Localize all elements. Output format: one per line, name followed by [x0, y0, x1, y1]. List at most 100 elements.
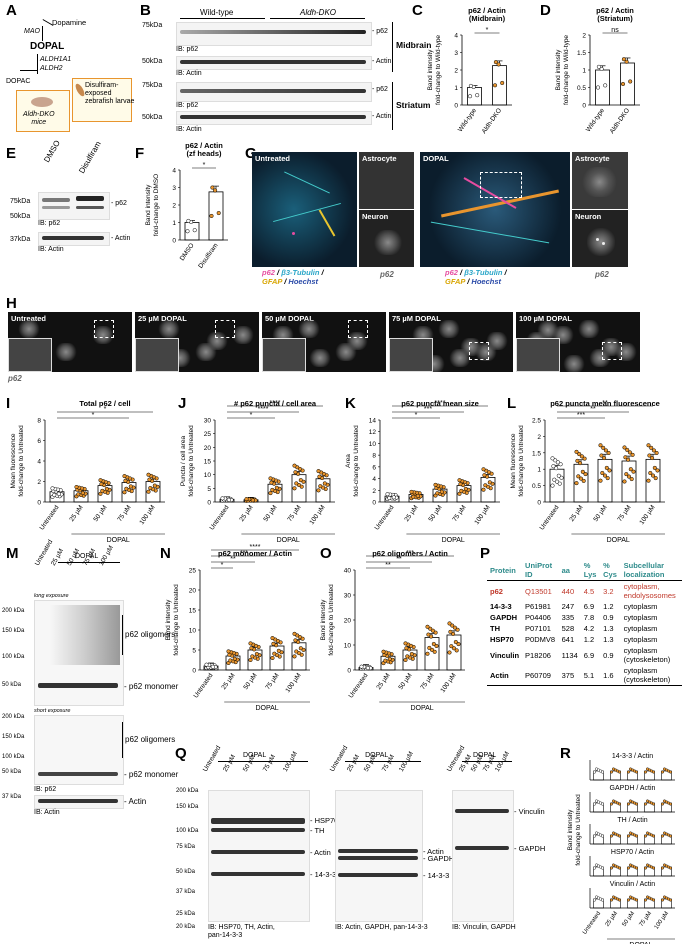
chart-title-O: p62 oligomers / Actin: [372, 549, 448, 558]
point-N: [228, 658, 233, 663]
point-L: [551, 464, 556, 469]
m-long: long exposure: [34, 593, 69, 599]
r-bar-1-2: [627, 802, 638, 813]
point-F: [185, 229, 190, 234]
h-image-2: 50 µM DOPAL: [262, 312, 386, 372]
y-tick-label: 0: [582, 103, 586, 110]
point-L: [623, 455, 628, 460]
significance-label: **: [602, 400, 608, 407]
r-point: [629, 863, 633, 867]
point-F: [209, 213, 214, 218]
q-band-label: - Actin: [423, 847, 444, 856]
r-point: [593, 802, 597, 806]
point-O: [387, 656, 392, 662]
significance-label: **: [396, 556, 402, 563]
r-point: [652, 898, 656, 902]
significance-label: ns: [611, 27, 619, 34]
r-title-3: HSP70 / Actin: [611, 849, 654, 856]
point-O: [425, 651, 430, 656]
r-point: [601, 770, 605, 774]
point-O: [366, 666, 371, 671]
point-K: [482, 473, 487, 478]
point-O: [381, 661, 386, 666]
chart-F: [178, 167, 228, 241]
y-tick-label: 0: [172, 238, 176, 245]
point-K: [441, 485, 446, 490]
point-J: [269, 480, 274, 485]
r-point: [593, 898, 597, 902]
b-kda75: 75kDa: [142, 22, 163, 29]
r-point: [661, 898, 665, 902]
x-tick-label: 75 µM: [264, 672, 280, 691]
point-N: [274, 653, 280, 658]
y-tick-label: 1: [454, 85, 458, 92]
r-point: [610, 834, 614, 838]
point-C: [475, 93, 480, 98]
r-point: [635, 866, 639, 870]
chart-N: [198, 549, 310, 703]
point-N: [256, 644, 261, 650]
point-J: [247, 497, 252, 502]
y-tick-label: 8: [372, 453, 376, 460]
m-kda-8: 37 kDa: [2, 794, 22, 800]
y-tick-label: 2: [454, 68, 458, 75]
b2-kda75: 75kDa: [142, 82, 163, 89]
point-L: [650, 456, 655, 461]
point-O: [429, 634, 434, 639]
point-J: [223, 496, 228, 501]
point-O: [368, 666, 373, 671]
g-legend-1: p62 / β3-Tubulin / GFAP / Hoechst: [262, 268, 324, 286]
point-L: [599, 453, 604, 458]
bar-N-2: [247, 649, 263, 671]
r-point: [614, 864, 618, 868]
point-I: [153, 488, 158, 493]
bar-L-1: [573, 463, 589, 503]
bar-O-1: [380, 655, 396, 671]
r-point: [665, 896, 669, 900]
h-label-3: 75 µM DOPAL: [392, 314, 441, 323]
r-point: [612, 863, 616, 867]
point-L: [604, 465, 609, 470]
mao-label: MAO: [24, 28, 40, 35]
point-J: [316, 488, 321, 493]
h-p62-label: p62: [8, 374, 22, 383]
b2-ibp62: IB: p62: [176, 102, 199, 109]
m-kda-5: 150 kDa: [2, 734, 25, 740]
bar-I-1: [73, 490, 89, 503]
point-O: [447, 650, 452, 655]
significance-label: *: [92, 412, 95, 419]
striatum-label: Striatum: [396, 100, 431, 110]
point-O: [383, 658, 388, 663]
x-tick-label: 25 µM: [568, 504, 584, 523]
bar-D-0: [595, 69, 610, 106]
point-I: [54, 489, 59, 494]
point-O: [434, 643, 439, 649]
point-I: [104, 486, 109, 491]
table-row: p62 Q13501 440 4.5 3.2 cytoplasm, endolysosom…: [490, 582, 676, 600]
wt-header: Wild-type: [200, 8, 234, 17]
point-N: [208, 665, 214, 670]
point-J: [296, 483, 302, 488]
chart-title-D: (Striatum): [597, 14, 633, 23]
point-I: [98, 478, 103, 483]
r-point: [667, 897, 671, 901]
point-N: [226, 660, 231, 666]
point-O: [430, 628, 435, 633]
chart-title-L: p62 puncta mean fluorescence: [550, 399, 660, 408]
point-K: [435, 491, 440, 496]
point-N: [299, 652, 304, 657]
point-I: [150, 487, 156, 492]
point-L: [555, 460, 560, 465]
point-J: [224, 498, 230, 503]
point-J: [220, 498, 225, 503]
point-L: [650, 473, 656, 478]
m-actin: - Actin: [124, 797, 147, 806]
point-J: [221, 496, 226, 502]
point-J: [271, 477, 276, 482]
point-K: [437, 491, 443, 497]
point-C: [471, 84, 476, 90]
m-lane-1: 25 µM: [49, 547, 66, 567]
y-tick-label: 5: [192, 648, 196, 655]
r-x-tick: 50 µM: [622, 911, 637, 928]
r-point: [633, 801, 637, 805]
